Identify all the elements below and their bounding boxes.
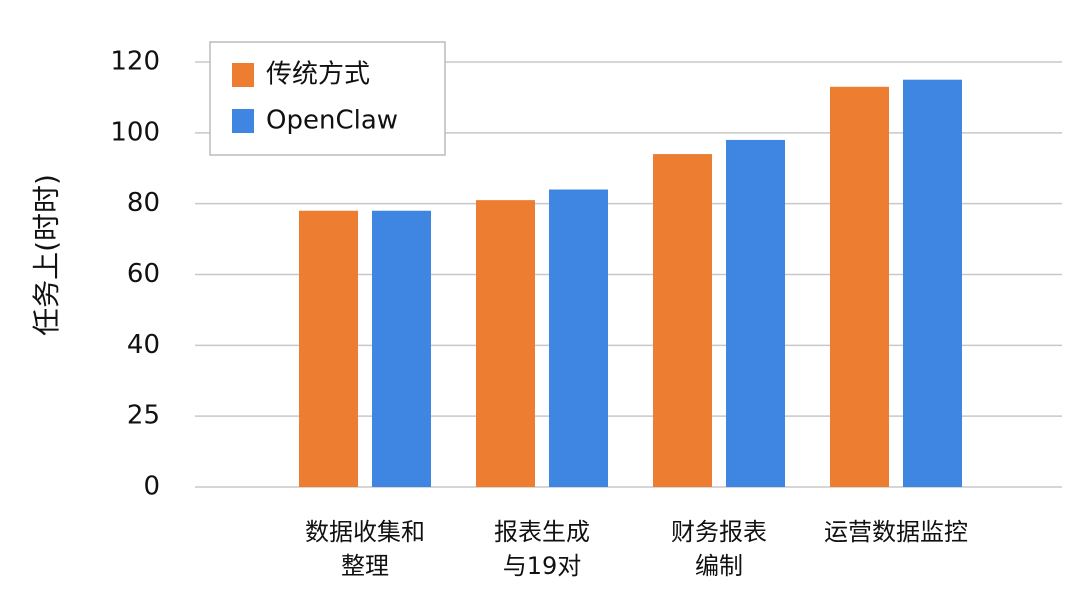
y-tick-label: 100: [110, 117, 160, 147]
bar: [476, 200, 535, 487]
y-tick-label: 0: [143, 472, 160, 502]
x-tick-label: 数据收集和 整理: [305, 518, 425, 580]
y-axis-label: 任务上(时时): [30, 174, 63, 336]
bar: [299, 210, 358, 487]
legend-label: OpenClaw: [266, 106, 398, 136]
legend-box: [209, 41, 446, 156]
bar: [372, 210, 431, 487]
x-tick-label: 财务报表 编制: [671, 518, 767, 580]
x-tick-label: 运营数据监控: [824, 518, 968, 546]
x-tick-label: 报表生成 与19对: [494, 518, 590, 580]
legend-swatch: [232, 109, 254, 133]
legend-swatch: [232, 63, 254, 87]
y-tick-label: 120: [110, 47, 160, 77]
bar: [903, 79, 962, 487]
bar: [549, 189, 608, 487]
y-tick-label: 80: [127, 188, 160, 218]
y-tick-label: 60: [127, 259, 160, 289]
y-tick-label: 25: [127, 401, 160, 431]
bar: [830, 86, 889, 488]
bar: [653, 154, 712, 488]
legend: 传统方式 OpenClaw: [209, 41, 446, 156]
legend-label: 传统方式: [266, 60, 370, 90]
y-tick-label: 40: [127, 330, 160, 360]
bar: [726, 139, 785, 487]
